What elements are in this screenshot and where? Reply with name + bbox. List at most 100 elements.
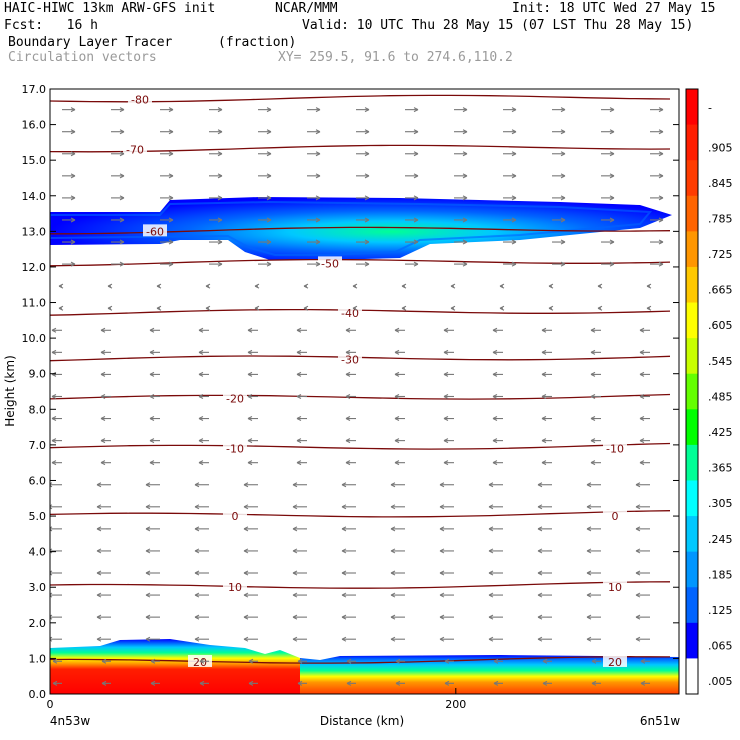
circulation-vector-head <box>390 614 396 620</box>
circulation-vector-head <box>364 239 370 245</box>
colorbar-swatch <box>686 338 698 375</box>
contour-label: 0 <box>232 510 239 523</box>
circulation-vector-head <box>640 658 646 664</box>
colorbar-swatch <box>686 231 698 268</box>
circulation-vector-head <box>297 680 303 686</box>
circulation-vector-head <box>586 504 592 510</box>
circulation-vector-head <box>341 614 347 620</box>
circulation-vector-head <box>591 680 597 686</box>
circulation-vector-head <box>296 416 302 422</box>
colorbar-swatch <box>686 373 698 410</box>
circulation-vector-head <box>96 504 102 510</box>
circulation-vectors <box>50 107 664 686</box>
field-name: Boundary Layer Tracer <box>8 35 173 50</box>
circulation-vector-head <box>168 239 174 245</box>
temperature-contour <box>50 510 671 518</box>
circulation-vector-head <box>266 195 272 201</box>
circulation-vector-head <box>315 129 321 135</box>
circulation-vector-head <box>586 570 592 576</box>
y-tick-label: 15.0 <box>22 154 47 167</box>
circulation-vector-head <box>345 327 351 333</box>
circulation-vector-head <box>101 658 107 664</box>
circulation-vector-head <box>119 261 125 267</box>
circulation-vector-head <box>586 636 592 642</box>
circulation-vector-head <box>541 416 547 422</box>
contour-label: -30 <box>341 353 359 366</box>
circulation-vector-head <box>100 460 106 466</box>
contour-label: -20 <box>226 393 244 406</box>
circulation-vector-head <box>394 438 400 444</box>
circulation-vector-head <box>560 195 566 201</box>
circulation-vector-head <box>194 592 200 598</box>
circulation-vector-head <box>635 482 641 488</box>
circulation-vector-head <box>266 151 272 157</box>
circulation-vector-head <box>168 261 174 267</box>
contour-label: 10 <box>608 581 622 594</box>
circulation-vector-head <box>658 129 664 135</box>
circulation-vector-head <box>511 107 517 113</box>
circulation-vector-head <box>198 393 204 399</box>
temperature-contour <box>50 94 671 103</box>
circulation-vector-head <box>590 460 596 466</box>
circulation-vector-head <box>537 570 543 576</box>
circulation-vector-head <box>635 526 641 532</box>
circulation-vector-head <box>488 482 494 488</box>
circulation-vector-head <box>198 416 204 422</box>
circulation-vector-head <box>413 195 419 201</box>
y-tick-label: 11.0 <box>22 297 47 310</box>
circulation-vector-head <box>511 239 517 245</box>
circulation-vector-head <box>541 371 547 377</box>
circulation-vector-head <box>119 151 125 157</box>
circulation-vector-head <box>586 526 592 532</box>
circulation-vector-head <box>292 570 298 576</box>
circulation-vector-head <box>51 438 57 444</box>
circulation-vector-head <box>390 482 396 488</box>
circulation-vector-head <box>296 393 302 399</box>
circulation-vector-head <box>51 393 57 399</box>
circulation-vector-head <box>217 217 223 223</box>
circulation-vector-head <box>542 680 548 686</box>
contour-label-bg <box>603 654 627 667</box>
contour-label: -10 <box>226 442 244 455</box>
circulation-vector-head <box>635 636 641 642</box>
circulation-vector-head <box>96 526 102 532</box>
circulation-vector-head <box>390 592 396 598</box>
circulation-vector-head <box>50 504 53 510</box>
circulation-vector-head <box>243 548 249 554</box>
circulation-vector-head <box>364 151 370 157</box>
colorbar-label: .605 <box>708 319 733 332</box>
circulation-vector-head <box>413 217 419 223</box>
circulation-vector-head <box>640 680 646 686</box>
circulation-vector-head <box>488 592 494 598</box>
circulation-vector-head <box>609 129 615 135</box>
circulation-vector-head <box>609 107 615 113</box>
circulation-vector-head <box>217 195 223 201</box>
circulation-vector-head <box>315 107 321 113</box>
circulation-vector-head <box>560 173 566 179</box>
y-tick-label: 12.0 <box>22 261 47 274</box>
circulation-vector-head <box>537 482 543 488</box>
circulation-vector-head <box>247 460 253 466</box>
circulation-vector-head <box>413 129 419 135</box>
y-tick-label: 2.0 <box>29 617 47 630</box>
circulation-vector-head <box>443 327 449 333</box>
circulation-vector-head <box>100 371 106 377</box>
colorbar-label: .365 <box>708 462 733 475</box>
circulation-vector-head <box>492 460 498 466</box>
circulation-vector-head <box>450 305 456 311</box>
circulation-vector-head <box>194 570 200 576</box>
circulation-vector-head <box>591 658 597 664</box>
circulation-vector-head <box>119 129 125 135</box>
circulation-vector-head <box>345 460 351 466</box>
circulation-vector-head <box>292 592 298 598</box>
circulation-vector-head <box>364 107 370 113</box>
colorbar-swatch <box>686 551 698 588</box>
circulation-vector-head <box>413 261 419 267</box>
circulation-vector-head <box>609 239 615 245</box>
colorbar-label: .245 <box>708 533 733 546</box>
circulation-vector-head <box>639 438 645 444</box>
circulation-vector-head <box>548 283 554 289</box>
circulation-vector-head <box>168 195 174 201</box>
circulation-vector-head <box>450 283 456 289</box>
circulation-vector-head <box>51 416 57 422</box>
